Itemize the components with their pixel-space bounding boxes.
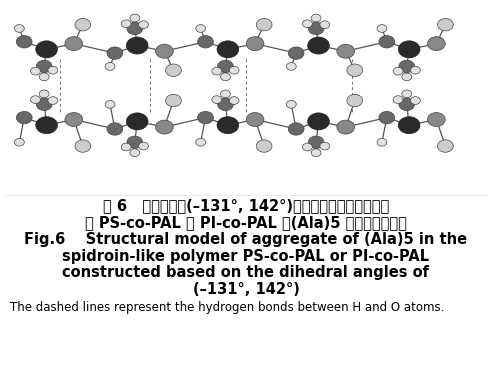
Circle shape — [65, 37, 83, 51]
Circle shape — [303, 143, 312, 151]
Circle shape — [377, 25, 387, 33]
Circle shape — [48, 97, 58, 104]
Circle shape — [217, 41, 239, 58]
Circle shape — [105, 101, 115, 108]
Circle shape — [311, 149, 321, 157]
Circle shape — [308, 22, 324, 35]
Circle shape — [212, 67, 222, 75]
Circle shape — [65, 113, 83, 127]
Circle shape — [127, 136, 143, 149]
Circle shape — [155, 120, 173, 134]
Circle shape — [437, 140, 453, 152]
Circle shape — [75, 140, 91, 152]
Circle shape — [126, 37, 148, 54]
Circle shape — [308, 136, 324, 149]
Circle shape — [36, 41, 58, 58]
Circle shape — [246, 37, 264, 51]
Circle shape — [337, 120, 355, 134]
Circle shape — [399, 116, 420, 134]
Circle shape — [130, 14, 140, 22]
Text: spidroin-like polymer PS-co-PAL or PI-co-PAL: spidroin-like polymer PS-co-PAL or PI-co… — [62, 249, 430, 264]
Circle shape — [256, 19, 272, 31]
Circle shape — [337, 44, 355, 58]
Circle shape — [107, 47, 123, 59]
Circle shape — [229, 97, 239, 104]
Circle shape — [105, 63, 115, 70]
Circle shape — [220, 73, 230, 81]
Circle shape — [320, 142, 330, 150]
Circle shape — [36, 98, 52, 111]
Circle shape — [288, 47, 304, 59]
Circle shape — [217, 60, 233, 73]
Circle shape — [155, 44, 173, 58]
Circle shape — [14, 139, 24, 146]
Circle shape — [16, 111, 32, 124]
Circle shape — [393, 96, 403, 103]
Circle shape — [399, 98, 415, 111]
Circle shape — [166, 64, 182, 76]
Circle shape — [31, 96, 40, 103]
Circle shape — [31, 67, 40, 75]
Text: The dashed lines represent the hydrogen bonds between H and O atoms.: The dashed lines represent the hydrogen … — [10, 301, 444, 314]
Circle shape — [377, 139, 387, 146]
Text: constructed based on the dihedral angles of: constructed based on the dihedral angles… — [62, 265, 430, 280]
Circle shape — [198, 36, 214, 48]
Circle shape — [121, 20, 131, 27]
Circle shape — [311, 14, 321, 22]
Circle shape — [347, 94, 363, 107]
Circle shape — [198, 111, 214, 124]
Circle shape — [347, 64, 363, 76]
Text: (–131°, 142°): (–131°, 142°) — [192, 282, 300, 297]
Circle shape — [130, 149, 140, 157]
Circle shape — [36, 116, 58, 134]
Circle shape — [39, 90, 49, 98]
Circle shape — [48, 66, 58, 74]
Circle shape — [428, 37, 445, 51]
Circle shape — [393, 67, 403, 75]
Circle shape — [139, 21, 149, 29]
Circle shape — [402, 90, 412, 98]
Circle shape — [308, 37, 329, 54]
Circle shape — [39, 73, 49, 81]
Circle shape — [286, 63, 296, 70]
Circle shape — [379, 36, 395, 48]
Circle shape — [127, 22, 143, 35]
Circle shape — [121, 143, 131, 151]
Circle shape — [308, 113, 329, 130]
Circle shape — [166, 94, 182, 107]
Circle shape — [428, 113, 445, 127]
Circle shape — [196, 139, 206, 146]
Circle shape — [320, 21, 330, 29]
Circle shape — [286, 101, 296, 108]
Circle shape — [303, 20, 312, 27]
Circle shape — [14, 25, 24, 33]
Circle shape — [410, 97, 420, 104]
Circle shape — [217, 98, 233, 111]
Text: 图 6   基于二面角(–131°, 142°)构建的类蛛蹃丝蛋白聚合: 图 6 基于二面角(–131°, 142°)构建的类蛛蹃丝蛋白聚合 — [103, 199, 389, 213]
Circle shape — [256, 140, 272, 152]
Circle shape — [220, 90, 230, 98]
Circle shape — [437, 19, 453, 31]
Circle shape — [196, 25, 206, 33]
Circle shape — [399, 60, 415, 73]
Circle shape — [212, 96, 222, 103]
Circle shape — [246, 113, 264, 127]
Circle shape — [217, 116, 239, 134]
Circle shape — [126, 113, 148, 130]
Circle shape — [36, 60, 52, 73]
Text: 物 PS-co-PAL 或 PI-co-PAL 中(Ala)5 聚集态结构模型: 物 PS-co-PAL 或 PI-co-PAL 中(Ala)5 聚集态结构模型 — [85, 215, 407, 230]
Circle shape — [75, 19, 91, 31]
Circle shape — [229, 66, 239, 74]
Circle shape — [16, 36, 32, 48]
Circle shape — [288, 123, 304, 135]
Circle shape — [410, 66, 420, 74]
Text: Fig.6    Structural model of aggregate of (Ala)5 in the: Fig.6 Structural model of aggregate of (… — [25, 232, 467, 247]
Circle shape — [139, 142, 149, 150]
Circle shape — [402, 73, 412, 81]
Circle shape — [107, 123, 123, 135]
Circle shape — [379, 111, 395, 124]
Circle shape — [399, 41, 420, 58]
